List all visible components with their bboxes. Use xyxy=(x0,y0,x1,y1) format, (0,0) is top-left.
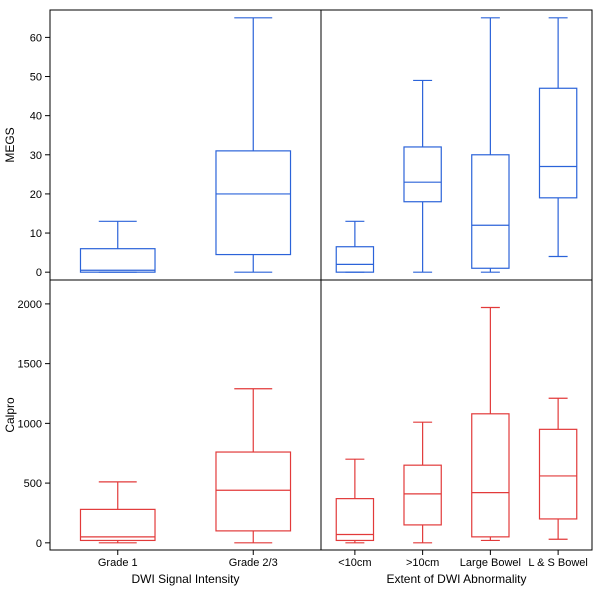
ytick-label: 50 xyxy=(30,72,42,84)
x-axis-label: DWI Signal Intensity xyxy=(131,572,239,586)
box xyxy=(539,429,576,519)
box xyxy=(472,155,509,268)
y-axis-label: MEGS xyxy=(3,127,17,162)
ytick-label: 30 xyxy=(30,150,42,162)
box xyxy=(336,247,373,272)
ytick-label: 1000 xyxy=(18,418,42,430)
chart-stage: 0 10 20 30 40 50 60 MEGS 0 500 1000 1500 2000 Calpro G… xyxy=(0,0,600,598)
ytick-label: 60 xyxy=(30,32,42,44)
box xyxy=(539,88,576,198)
xtick-label: <10cm xyxy=(338,557,371,569)
ytick-label: 0 xyxy=(36,267,42,279)
box xyxy=(80,249,155,272)
xtick-label: L & S Bowel xyxy=(528,557,588,569)
ytick-label: 40 xyxy=(30,111,42,123)
xtick-label: Grade 2/3 xyxy=(229,557,278,569)
box xyxy=(404,147,441,202)
ytick-label: 20 xyxy=(30,189,42,201)
xtick-label: >10cm xyxy=(406,557,439,569)
ytick-label: 500 xyxy=(24,478,42,490)
ytick-label: 10 xyxy=(30,228,42,240)
ytick-label: 2000 xyxy=(18,299,42,311)
xtick-label: Large Bowel xyxy=(460,557,521,569)
ytick-label: 1500 xyxy=(18,359,42,371)
box xyxy=(216,452,291,531)
box xyxy=(472,414,509,537)
box xyxy=(80,509,155,540)
box xyxy=(216,151,291,255)
ytick-label: 0 xyxy=(36,538,42,550)
x-axis-label: Extent of DWI Abnormality xyxy=(386,572,526,586)
chart-svg: 0 10 20 30 40 50 60 MEGS 0 500 1000 1500 2000 Calpro G… xyxy=(0,0,600,598)
box xyxy=(404,465,441,525)
xtick-label: Grade 1 xyxy=(98,557,138,569)
y-axis-label: Calpro xyxy=(3,397,17,433)
